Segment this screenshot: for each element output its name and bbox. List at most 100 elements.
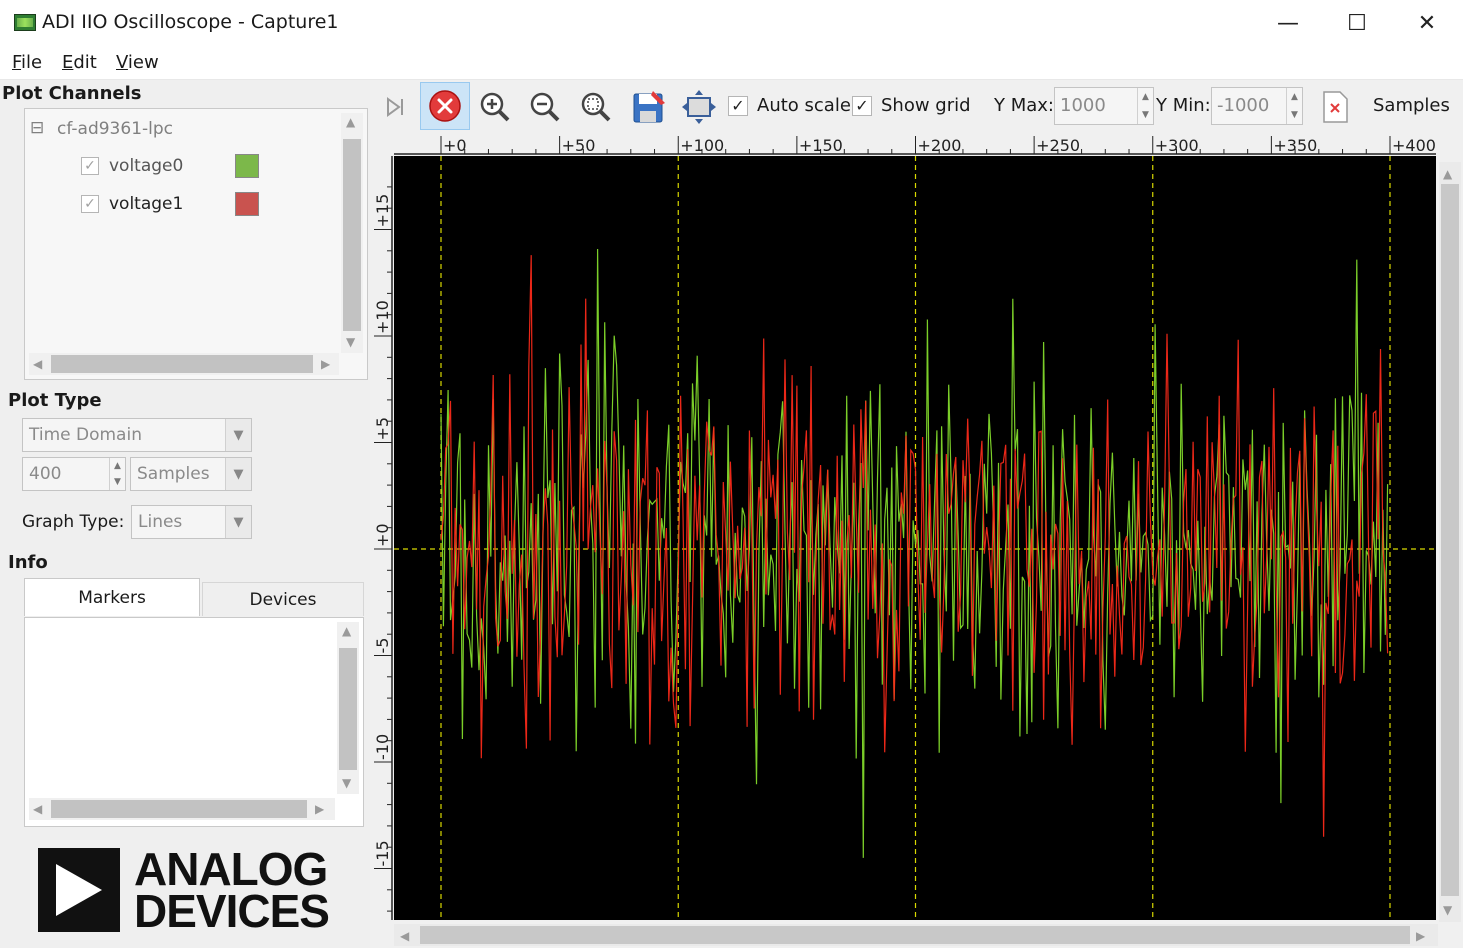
voltage0-color-swatch[interactable] [235,154,259,178]
minimize-button[interactable]: — [1277,10,1299,36]
logo-text-line2: DEVICES [134,885,330,937]
voltage0-label: voltage0 [109,156,184,176]
scroll-down-icon[interactable]: ▼ [342,776,352,790]
menu-edit[interactable]: Edit [62,52,97,73]
scroll-left-icon: ◀ [400,929,410,943]
graph-type-select[interactable]: Lines ▼ [131,505,252,539]
plot-channels-title: Plot Channels [2,83,142,104]
x-tick-label: +100 [680,136,724,155]
scroll-down-icon[interactable]: ▼ [346,335,356,349]
scroll-up-icon[interactable]: ▲ [346,115,356,129]
chevron-down-icon[interactable]: ▼ [225,506,251,538]
sample-count-value: 400 [29,464,62,484]
scroll-right-icon: ▶ [1416,929,1426,943]
spinner-arrows-icon[interactable]: ▲ ▼ [109,458,125,490]
stop-icon [429,90,461,122]
spinner-arrows-icon[interactable]: ▲ ▼ [1137,88,1153,124]
voltage1-color-swatch[interactable] [235,192,259,216]
document-close-icon [1323,91,1348,123]
plot-type-select[interactable]: Time Domain ▼ [22,418,252,452]
x-tick-label: +300 [1155,136,1199,155]
sample-count-spinner[interactable]: 400 ▲ ▼ [22,457,126,491]
x-tick-label: +150 [799,136,843,155]
scroll-right-icon[interactable]: ▶ [315,802,325,816]
app-icon [14,14,36,31]
scroll-down-icon: ▼ [1443,903,1453,917]
save-button[interactable] [628,86,670,128]
x-tick-label: +400 [1392,136,1436,155]
y-max-input[interactable]: 1000 ▲ ▼ [1054,87,1154,125]
auto-scale-label: Auto scale [757,95,851,116]
tree-toggle[interactable]: ⊟ [30,118,45,138]
zoom-out-icon [530,92,560,122]
voltage0-checkbox[interactable]: ✓ [81,157,99,175]
y-min-input[interactable]: -1000 ▲ ▼ [1211,87,1303,125]
logo-text-line1: ANALOG [134,843,328,895]
zoom-fit-button[interactable] [575,86,617,128]
show-grid-checkbox[interactable]: ✓ [852,96,872,116]
x-tick-label: +50 [562,136,596,155]
logo-triangle-icon [38,848,120,932]
y-tick-label: +0 [373,523,392,547]
series-voltage0-trace [440,248,1389,858]
zoom-fit-icon [581,92,611,122]
series-voltage1-trace [440,255,1389,837]
scroll-thumb[interactable] [343,139,361,331]
voltage1-label: voltage1 [109,194,184,214]
zoom-in-button[interactable] [474,86,516,128]
info-vertical-scrollbar[interactable]: ▲ ▼ [337,622,359,794]
info-horizontal-scrollbar[interactable]: ◀ ▶ [29,798,335,820]
graph-type-value: Lines [138,512,183,532]
show-grid-label: Show grid [881,95,971,116]
tab-devices[interactable]: Devices [202,582,364,616]
menu-file[interactable]: File [12,52,43,73]
tree-horizontal-scrollbar[interactable]: ◀ ▶ [29,353,339,375]
x-tick-label: +250 [1036,136,1080,155]
markers-panel: ▲ ▼ ◀ ▶ [24,617,364,827]
info-title: Info [8,552,48,573]
fullscreen-icon [682,90,716,124]
scroll-thumb[interactable] [339,648,357,770]
step-forward-icon [387,97,403,117]
scroll-left-icon[interactable]: ◀ [33,357,43,371]
menu-view[interactable]: View [116,52,159,73]
chevron-down-icon[interactable]: ▼ [225,458,251,490]
chevron-down-icon[interactable]: ▼ [225,419,251,451]
tree-vertical-scrollbar[interactable]: ▲ ▼ [341,113,363,353]
maximize-button[interactable]: ☐ [1347,10,1367,36]
x-tick-label: +200 [918,136,962,155]
time-domain-plot[interactable]: +0 +50 +100 +150 +200 +250 +300 +350 +400 +15 +10 +… [370,132,1463,948]
step-forward-button[interactable] [374,86,416,128]
y-tick-label: +5 [373,417,392,441]
clear-markers-button[interactable] [1314,86,1356,128]
zoom-out-button[interactable] [524,86,566,128]
y-tick-label: +10 [373,300,392,334]
auto-scale-checkbox[interactable]: ✓ [728,96,748,116]
menu-bar: File Edit View [0,46,1463,80]
fullscreen-button[interactable] [678,86,720,128]
scroll-right-icon[interactable]: ▶ [321,357,331,371]
y-tick-label: -15 [373,840,392,866]
y-max-value: 1000 [1060,95,1106,116]
graph-type-label: Graph Type: [22,512,125,532]
plot-toolbar: ✓ Auto scale ✓ Show grid Y Max: 1000 ▲ ▼ … [370,80,1463,132]
samples-label: Samples [1373,95,1450,116]
close-button[interactable]: ✕ [1417,10,1437,36]
sample-unit-select[interactable]: Samples ▼ [130,457,252,491]
y-tick-label: +15 [373,194,392,228]
y-tick-label: -10 [373,734,392,760]
voltage1-checkbox[interactable]: ✓ [81,195,99,213]
scroll-thumb[interactable] [51,355,313,373]
plot-type-value: Time Domain [29,425,142,445]
plot-vertical-scroll-thumb [1441,184,1459,896]
channel-tree: ⊟ cf-ad9361-lpc ✓ voltage0 ✓ voltage1 ▲ … [24,108,368,380]
scroll-thumb[interactable] [51,800,307,818]
spinner-arrows-icon[interactable]: ▲ ▼ [1286,88,1302,124]
device-name[interactable]: cf-ad9361-lpc [57,119,174,139]
oscilloscope-plot-area: +0 +50 +100 +150 +200 +250 +300 +350 +400 +15 +10 +… [370,132,1463,948]
stop-capture-button[interactable] [420,82,470,130]
sample-unit-value: Samples [137,464,210,484]
scroll-left-icon[interactable]: ◀ [33,802,43,816]
scroll-up-icon[interactable]: ▲ [342,624,352,638]
tab-markers[interactable]: Markers [24,578,200,616]
